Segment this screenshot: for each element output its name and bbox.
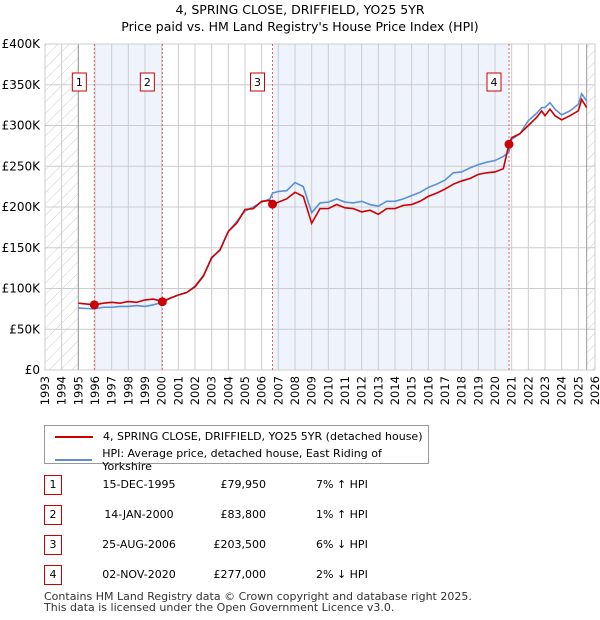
chart-subtitle: Price paid vs. HM Land Registry's House … — [121, 19, 479, 34]
transaction-row: 4 02-NOV-2020 £277,000 2% ↓ HPI — [44, 565, 464, 585]
sale-point — [268, 199, 277, 209]
x-tick-label: 2011 — [338, 376, 352, 405]
transaction-date: 25-AUG-2006 — [102, 538, 176, 551]
x-tick-label: 1994 — [55, 376, 69, 405]
transaction-price: £79,950 — [220, 478, 267, 491]
legend-item-property: 4, SPRING CLOSE, DRIFFIELD, YO25 5YR (de… — [55, 430, 423, 443]
transaction-row: 2 14-JAN-2000 £83,800 1% ↑ HPI — [44, 505, 464, 525]
x-tick-label: 2010 — [321, 376, 335, 405]
sale-point — [504, 139, 514, 149]
transaction-row: 3 25-AUG-2006 £203,500 6% ↓ HPI — [44, 535, 464, 555]
transaction-date: 02-NOV-2020 — [102, 568, 176, 581]
transaction-hpi: 7% ↑ HPI — [316, 478, 368, 491]
x-tick-label: 2015 — [405, 376, 419, 405]
plot-border — [44, 43, 596, 371]
y-tick-label: £50K — [9, 322, 41, 336]
chart-legend: 4, SPRING CLOSE, DRIFFIELD, YO25 5YR (de… — [44, 425, 429, 473]
x-tick-label: 2022 — [521, 376, 535, 405]
x-tick-label: 2003 — [205, 376, 219, 405]
y-tick-label: £300K — [2, 119, 42, 133]
x-tick-label: 2008 — [288, 376, 302, 405]
transaction-hpi: 6% ↓ HPI — [316, 538, 368, 551]
legend-swatch-blue — [55, 459, 93, 461]
x-tick-label: 2000 — [155, 376, 169, 405]
legend-item-hpi: HPI: Average price, detached house, East… — [55, 447, 428, 473]
transaction-num: 4 — [44, 565, 62, 585]
chart-title: 4, SPRING CLOSE, DRIFFIELD, YO25 5YR — [175, 2, 425, 17]
price-chart: 1993 1994 1995 1996 1997 1998 1999 2000 2001 2002… — [2, 37, 600, 405]
sale-label-box — [71, 72, 87, 92]
x-tick-label: 2018 — [455, 376, 469, 405]
sale-label-box — [139, 72, 155, 92]
y-tick-label: £150K — [2, 241, 42, 255]
transaction-num: 1 — [44, 475, 62, 495]
sale-label: 1 — [76, 76, 83, 89]
x-tick-label: 1998 — [121, 376, 135, 405]
x-tick-label: 2009 — [305, 376, 319, 405]
transaction-num: 2 — [44, 505, 62, 525]
sale-label-box — [250, 72, 265, 92]
x-tick-label: 2002 — [188, 376, 202, 405]
y-tick-label: £400K — [2, 37, 42, 51]
sale-point — [89, 300, 99, 310]
transaction-num: 3 — [44, 535, 62, 555]
transaction-hpi: 1% ↑ HPI — [316, 508, 368, 521]
x-tick-label: 2020 — [488, 376, 502, 405]
x-tick-label: 2024 — [555, 376, 569, 405]
x-tick-label: 1995 — [71, 376, 85, 405]
x-tick-label: 2004 — [221, 376, 235, 405]
sale-label: 4 — [491, 76, 498, 89]
sale-label: 2 — [144, 76, 151, 89]
x-tick-label: 2016 — [421, 376, 435, 405]
transaction-price: £203,500 — [213, 538, 267, 551]
x-tick-label: 2007 — [271, 376, 285, 405]
x-tick-label: 2023 — [538, 376, 552, 405]
footer-licence: This data is licensed under the Open Gov… — [44, 601, 395, 614]
x-tick-label: 2001 — [171, 376, 185, 405]
transaction-date: 14-JAN-2000 — [104, 508, 174, 521]
legend-swatch-red — [55, 435, 93, 438]
x-tick-label: 2014 — [388, 376, 402, 405]
sale-label: 3 — [254, 76, 261, 89]
x-tick-label: 2025 — [571, 376, 585, 405]
x-tick-label: 2012 — [355, 376, 369, 405]
x-tick-label: 2019 — [471, 376, 485, 405]
y-tick-label: £200K — [2, 200, 42, 214]
x-tick-label: 2005 — [238, 376, 252, 405]
sale-point — [157, 297, 167, 307]
x-tick-label: 1997 — [105, 376, 119, 405]
x-tick-label: 2021 — [505, 376, 519, 405]
transaction-date: 15-DEC-1995 — [102, 478, 176, 491]
transaction-price: £277,000 — [213, 568, 267, 581]
legend-label: HPI: Average price, detached house, East… — [102, 447, 382, 473]
x-tick-label: 2026 — [588, 376, 600, 405]
transaction-price: £83,800 — [220, 508, 267, 521]
x-tick-label: 1999 — [138, 376, 152, 405]
y-tick-label: £0 — [25, 363, 40, 377]
x-tick-label: 1996 — [88, 376, 102, 405]
x-tick-label: 2017 — [438, 376, 452, 405]
sale-label-box — [486, 72, 502, 92]
transaction-row: 1 15-DEC-1995 £79,950 7% ↑ HPI — [44, 475, 464, 495]
x-tick-label: 2006 — [255, 376, 269, 405]
transaction-hpi: 2% ↓ HPI — [316, 568, 368, 581]
x-tick-label: 2013 — [371, 376, 385, 405]
y-tick-label: £100K — [2, 282, 42, 296]
legend-label: 4, SPRING CLOSE, DRIFFIELD, YO25 5YR (de… — [103, 430, 423, 443]
property-price-line — [78, 97, 588, 306]
y-tick-label: £350K — [2, 78, 42, 92]
y-tick-label: £250K — [2, 159, 42, 173]
footer-copyright: Contains HM Land Registry data © Crown c… — [44, 590, 472, 603]
x-tick-label: 1993 — [38, 376, 52, 405]
